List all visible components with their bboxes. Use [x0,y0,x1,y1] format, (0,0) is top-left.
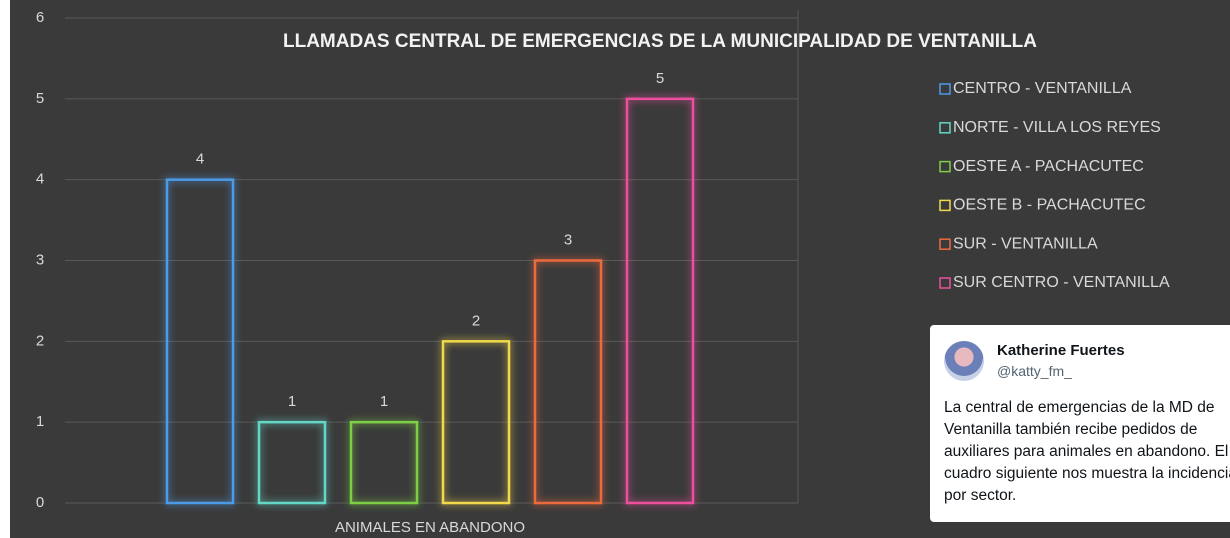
chart-title: LLAMADAS CENTRAL DE EMERGENCIAS DE LA MU… [283,31,1037,52]
legend-label: OESTE A - PACHACUTEC [953,158,1144,175]
y-tick-label: 6 [36,9,44,26]
y-tick-label: 2 [36,332,44,349]
legend-swatch [939,199,951,212]
tweet-handle: @katty_fm_ [997,363,1072,379]
bar [257,420,327,505]
data-label: 3 [564,231,572,248]
data-label: 5 [656,70,664,87]
bar [533,259,603,505]
tweet-text: La central de emergencias de la MD de Ve… [944,399,1230,504]
legend-label: CENTRO - VENTANILLA [953,80,1132,97]
legend-swatch [939,238,951,250]
tweet-card[interactable]: Katherine Fuertes @katty_fm_ La central … [930,325,1230,522]
y-tick-label: 3 [36,251,44,268]
data-label: 1 [288,393,296,410]
legend-swatch [939,122,951,134]
y-tick-label: 1 [36,413,44,430]
y-tick-label: 4 [36,171,44,188]
bar [625,97,695,505]
bar [349,420,419,505]
legend-swatch [939,160,951,173]
avatar [944,341,984,381]
data-label: 4 [196,151,204,168]
legend-label: NORTE - VILLA LOS REYES [953,119,1161,136]
legend-label: SUR CENTRO - VENTANILLA [953,274,1170,291]
data-label: 1 [380,393,388,410]
tweet-author: Katherine Fuertes [997,342,1125,359]
y-tick-label: 0 [36,494,44,511]
legend-swatch [939,83,951,95]
data-label: 2 [472,312,480,329]
bar [165,178,235,505]
legend-swatch [939,277,951,289]
bar [441,340,511,505]
legend-label: OESTE B - PACHACUTEC [953,197,1146,214]
y-tick-label: 5 [36,90,44,107]
x-tick-label: ANIMALES EN ABANDONO [335,519,525,536]
legend-label: SUR - VENTANILLA [953,235,1098,252]
